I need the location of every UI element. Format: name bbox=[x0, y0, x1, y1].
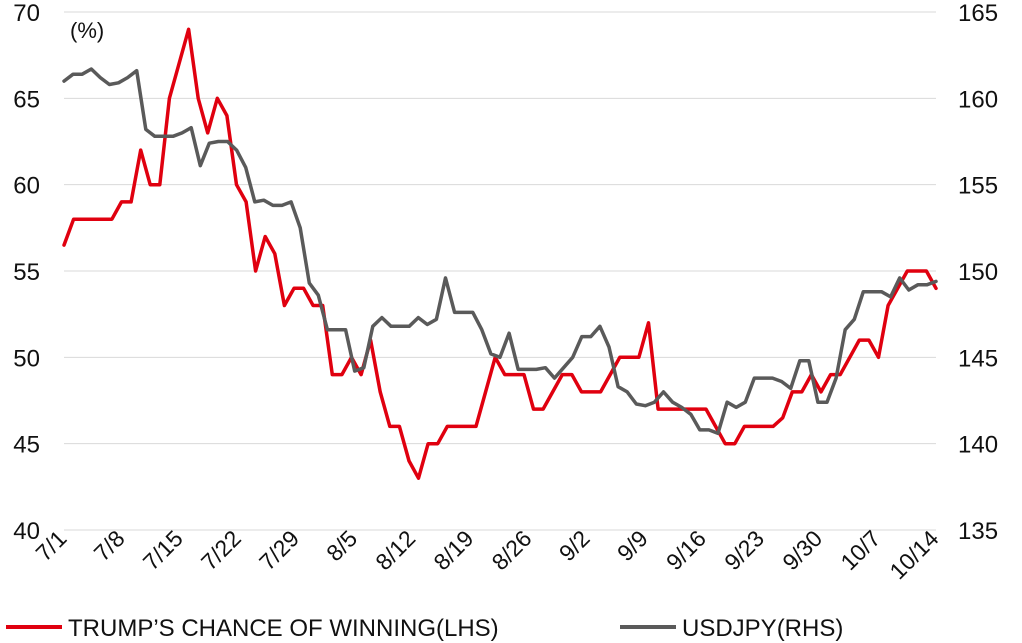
left-y-axis-ticks: 40 45 50 55 60 65 70 bbox=[13, 0, 40, 545]
gridlines bbox=[64, 11, 936, 531]
left-tick-label: 60 bbox=[13, 173, 40, 200]
left-tick-label: 55 bbox=[13, 259, 40, 286]
left-tick-label: 45 bbox=[13, 432, 40, 459]
series-line-1 bbox=[62, 27, 938, 480]
right-tick-label: 135 bbox=[958, 518, 998, 545]
x-tick-label: 9/16 bbox=[661, 525, 711, 575]
left-tick-label: 40 bbox=[13, 518, 40, 545]
x-tick-label: 8/12 bbox=[370, 525, 420, 575]
left-tick-label: 50 bbox=[13, 345, 40, 372]
left-tick-label: 70 bbox=[13, 0, 40, 27]
x-tick-label: 9/23 bbox=[719, 525, 769, 575]
x-tick-label: 7/22 bbox=[196, 525, 246, 575]
x-tick-label: 8/19 bbox=[428, 525, 478, 575]
legend: TRUMP’S CHANCE OF WINNING(LHS) USDJPY(RH… bbox=[6, 615, 843, 642]
x-tick-label: 9/9 bbox=[612, 525, 653, 566]
right-tick-label: 145 bbox=[958, 345, 998, 372]
right-tick-label: 140 bbox=[958, 432, 998, 459]
right-tick-label: 165 bbox=[958, 0, 998, 27]
x-tick-label: 7/29 bbox=[254, 525, 304, 575]
right-tick-label: 160 bbox=[958, 86, 998, 113]
x-tick-label: 7/15 bbox=[138, 525, 188, 575]
x-tick-label: 10/7 bbox=[835, 525, 885, 575]
right-tick-label: 155 bbox=[958, 173, 998, 200]
right-y-axis-ticks: 135 140 145 150 155 160 165 bbox=[958, 0, 998, 545]
x-tick-label: 10/14 bbox=[884, 525, 943, 584]
x-tick-label: 9/2 bbox=[554, 525, 595, 566]
series-lines bbox=[62, 27, 938, 480]
x-tick-label: 8/5 bbox=[321, 525, 362, 566]
left-tick-label: 65 bbox=[13, 86, 40, 113]
legend-label-series-2: USDJPY(RHS) bbox=[682, 615, 843, 642]
legend-label-series-1: TRUMP’S CHANCE OF WINNING(LHS) bbox=[68, 615, 499, 642]
unit-label: (%) bbox=[70, 18, 104, 43]
right-tick-label: 150 bbox=[958, 259, 998, 286]
x-tick-label: 7/8 bbox=[89, 525, 130, 566]
series-line-2 bbox=[62, 67, 938, 436]
x-tick-label: 8/26 bbox=[487, 525, 537, 575]
x-tick-label: 9/30 bbox=[777, 525, 827, 575]
x-axis-ticks: 7/1 7/8 7/15 7/22 7/29 8/5 8/12 8/19 8/26 9/2 9/9 9… bbox=[31, 525, 944, 584]
